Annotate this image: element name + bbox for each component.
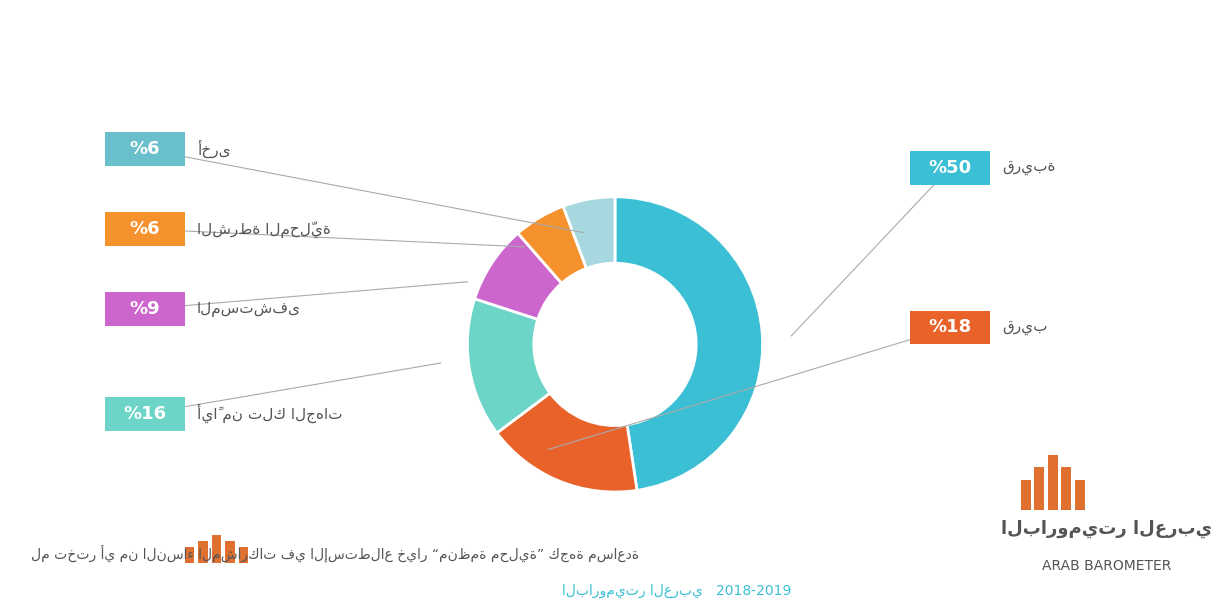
Text: %50: %50: [929, 159, 972, 177]
FancyBboxPatch shape: [105, 132, 184, 166]
Text: قريب: قريب: [1002, 320, 1048, 335]
Bar: [184, 547, 194, 563]
Text: إلى من تلجأ النساء المعنّفات في العراق لطلب الحماية والمساعدة؟: إلى من تلجأ النساء المعنّفات في العراق ل…: [240, 41, 1205, 70]
Text: أياً من تلك الجهات: أياً من تلك الجهات: [197, 404, 342, 423]
Text: الباروميتر العربي   2018-2019: الباروميتر العربي 2018-2019: [562, 583, 791, 598]
Text: الباروميتر العربي: الباروميتر العربي: [1001, 520, 1213, 538]
Bar: [225, 541, 235, 563]
Text: الشرطة المحلّية: الشرطة المحلّية: [197, 220, 331, 238]
Text: %6: %6: [129, 220, 160, 238]
Text: المستشفى: المستشفى: [197, 301, 301, 317]
FancyBboxPatch shape: [910, 151, 990, 184]
Bar: [1048, 455, 1058, 510]
Text: ARAB BAROMETER: ARAB BAROMETER: [1042, 559, 1172, 573]
FancyBboxPatch shape: [105, 212, 184, 246]
Bar: [1075, 480, 1085, 510]
Wedge shape: [467, 299, 550, 433]
Bar: [212, 535, 221, 563]
Wedge shape: [615, 197, 763, 490]
Bar: [1034, 467, 1044, 510]
Wedge shape: [497, 393, 637, 492]
Bar: [1021, 480, 1031, 510]
Text: %9: %9: [129, 300, 160, 318]
Text: %16: %16: [123, 405, 166, 423]
Wedge shape: [563, 197, 615, 268]
Text: قريبة: قريبة: [1002, 160, 1055, 175]
Wedge shape: [518, 206, 587, 284]
Text: %18: %18: [929, 319, 972, 336]
Text: %6: %6: [129, 140, 160, 158]
Bar: [1061, 467, 1071, 510]
Bar: [239, 547, 248, 563]
FancyBboxPatch shape: [910, 311, 990, 344]
FancyBboxPatch shape: [105, 397, 184, 430]
Wedge shape: [475, 233, 562, 319]
FancyBboxPatch shape: [105, 292, 184, 326]
Bar: [198, 541, 208, 563]
Text: لم تختر أي من النساء المشاركات في الإستطلاع خيار “منظمة محلية” كجهة مساعدة: لم تختر أي من النساء المشاركات في الإستط…: [32, 545, 640, 562]
Text: أخرى: أخرى: [197, 140, 230, 158]
